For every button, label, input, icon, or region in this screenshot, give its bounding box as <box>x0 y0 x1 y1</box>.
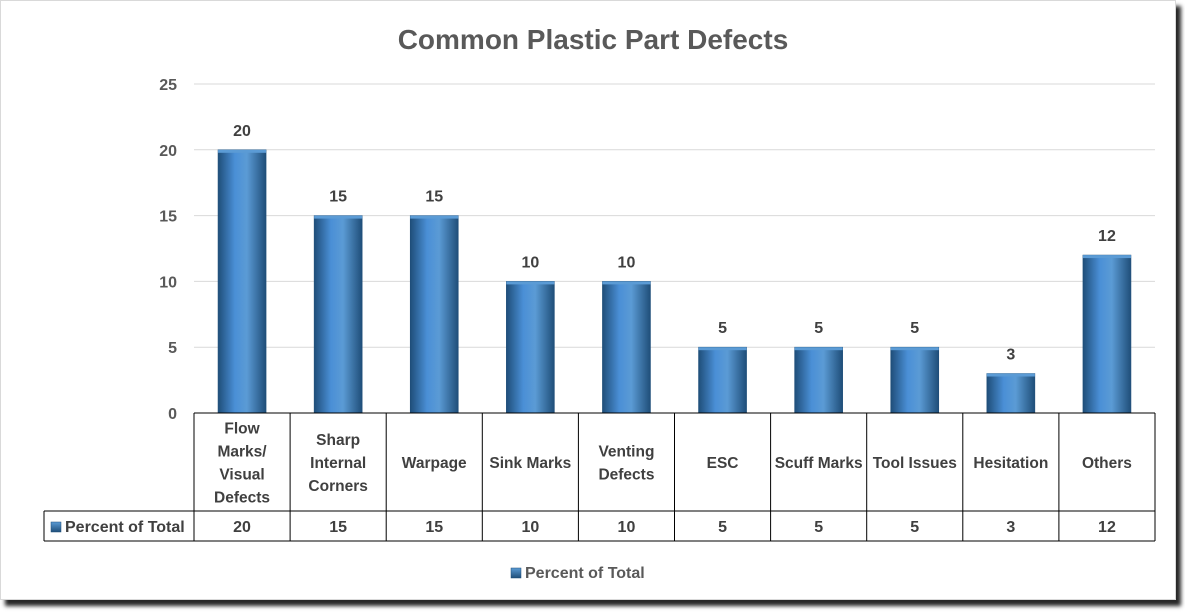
bar-top-highlight <box>890 347 939 351</box>
data-label: 3 <box>1006 347 1015 364</box>
chart-title: Common Plastic Part Defects <box>398 24 789 55</box>
x-tick-label: Sharp Internal Corners <box>308 432 367 495</box>
bar-top-highlight <box>410 215 459 219</box>
data-label: 5 <box>910 320 919 337</box>
bar <box>313 215 363 414</box>
bar <box>698 346 747 414</box>
data-label: 10 <box>521 254 539 271</box>
x-tick-label: Flow Marks/Visual Defects <box>214 421 270 507</box>
bar <box>217 149 267 414</box>
legend: Percent of Total <box>510 565 645 582</box>
x-tick-label: Scuff Marks <box>775 455 863 472</box>
bar-top-highlight <box>218 149 267 153</box>
table-value: 12 <box>1098 519 1116 536</box>
data-label: 5 <box>814 320 823 337</box>
table-value: 15 <box>329 519 347 536</box>
data-table: Flow Marks/Visual Defects Sharp Internal Corn… <box>43 412 1156 542</box>
y-tick-label: 0 <box>168 406 177 423</box>
bar-chart: Common Plastic Part Defects 0 5 10 15 20 25 2… <box>43 24 1156 582</box>
y-tick-label: 25 <box>159 77 177 94</box>
table-value: 5 <box>718 519 727 536</box>
chart-frame: Common Plastic Part Defects 0 5 10 15 20 25 2… <box>0 0 1176 600</box>
table-value: 10 <box>521 519 539 536</box>
table-series-name: Percent of Total <box>65 519 185 536</box>
bar <box>409 215 459 414</box>
y-axis-ticks: 0 5 10 15 20 25 <box>159 77 177 423</box>
data-label: 10 <box>618 254 636 271</box>
x-tick-label: Warpage <box>402 455 467 472</box>
bar <box>506 281 555 414</box>
bar <box>794 346 843 414</box>
x-tick-label: Tool Issues <box>873 455 957 472</box>
table-value: 3 <box>1006 519 1015 536</box>
data-labels: 20 15 15 10 10 5 5 5 3 12 <box>233 123 1116 364</box>
y-tick-label: 20 <box>159 143 177 160</box>
table-value: 20 <box>233 519 251 536</box>
x-tick-label: Sink Marks <box>489 455 571 472</box>
bar-top-highlight <box>698 347 747 351</box>
y-tick-label: 15 <box>159 209 177 226</box>
bar <box>602 281 651 414</box>
table-value: 5 <box>814 519 823 536</box>
bar <box>986 373 1036 414</box>
data-label: 15 <box>329 189 347 206</box>
bar-top-highlight <box>986 373 1035 377</box>
bar-top-highlight <box>314 215 363 219</box>
legend-key <box>510 567 522 579</box>
y-tick-label: 5 <box>168 340 177 357</box>
legend-label: Percent of Total <box>525 565 645 582</box>
y-tick-label: 10 <box>159 274 177 291</box>
data-label: 5 <box>718 320 727 337</box>
data-label: 12 <box>1098 228 1116 245</box>
table-value: 10 <box>618 519 636 536</box>
x-tick-label: Hesitation <box>973 455 1048 472</box>
x-tick-label: ESC <box>707 455 739 472</box>
bar-top-highlight <box>506 281 555 285</box>
bar <box>890 346 940 414</box>
table-value: 5 <box>910 519 919 536</box>
table-series-key <box>50 521 62 533</box>
bar-top-highlight <box>794 347 843 351</box>
bars <box>217 149 1132 414</box>
x-tick-label: Others <box>1082 455 1132 472</box>
bar <box>1082 254 1132 414</box>
data-label: 20 <box>233 123 251 140</box>
bar-top-highlight <box>1082 255 1131 259</box>
data-label: 15 <box>425 189 443 206</box>
table-value: 15 <box>425 519 443 536</box>
x-tick-label: Venting Defects <box>598 444 654 484</box>
bar-top-highlight <box>602 281 651 285</box>
